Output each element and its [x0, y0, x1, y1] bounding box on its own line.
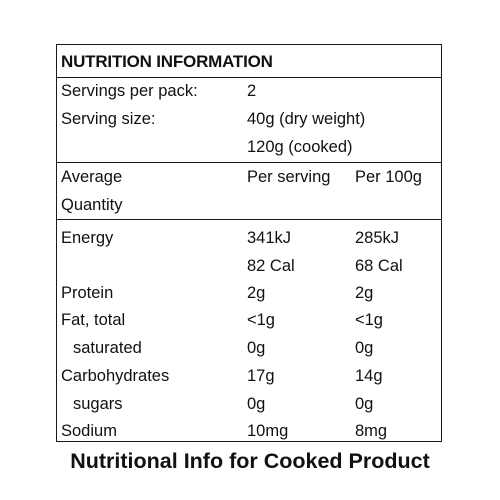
row-label: Carbohydrates: [61, 367, 170, 385]
row-per-serving: 341kJ: [247, 229, 292, 247]
caption: Nutritional Info for Cooked Product: [70, 449, 430, 473]
row-label: Energy: [61, 229, 114, 247]
row-per-serving: 2g: [247, 284, 266, 302]
row-per-100g: <1g: [355, 311, 383, 329]
row-label: saturated: [73, 339, 142, 357]
row-label: Protein: [61, 284, 114, 302]
row-per-100g: 8mg: [355, 422, 388, 440]
row-per-serving: 0g: [247, 339, 266, 357]
col-quantity-line2: Quantity: [61, 196, 123, 214]
row-per-100g: 0g: [355, 395, 374, 413]
row-per-100g: 2g: [355, 284, 374, 302]
row-per-serving: 0g: [247, 395, 266, 413]
serving-size-label: Serving size:: [61, 110, 156, 128]
row-label: Fat, total: [61, 311, 126, 329]
heading-divider: [57, 77, 441, 78]
serving-size-cooked: 120g (cooked): [247, 138, 353, 156]
header-divider: [57, 219, 441, 220]
serving-divider: [57, 162, 441, 163]
row-per-100g: 68 Cal: [355, 257, 403, 275]
nutrition-panel: NUTRITION INFORMATION Servings per pack:…: [56, 44, 442, 442]
row-per-100g: 285kJ: [355, 229, 400, 247]
row-per-serving: 10mg: [247, 422, 289, 440]
row-per-serving: 17g: [247, 367, 275, 385]
serving-size-dry: 40g (dry weight): [247, 110, 366, 128]
row-label: sugars: [73, 395, 123, 413]
col-quantity-line1: Average: [61, 168, 123, 186]
servings-label: Servings per pack:: [61, 82, 198, 100]
row-per-serving: <1g: [247, 311, 275, 329]
row-per-100g: 0g: [355, 339, 374, 357]
col-per-100g: Per 100g: [355, 168, 422, 186]
row-per-serving: 82 Cal: [247, 257, 295, 275]
servings-value: 2: [247, 82, 257, 100]
row-label: Sodium: [61, 422, 117, 440]
col-per-serving: Per serving: [247, 168, 331, 186]
panel-heading: NUTRITION INFORMATION: [61, 52, 273, 71]
row-per-100g: 14g: [355, 367, 383, 385]
